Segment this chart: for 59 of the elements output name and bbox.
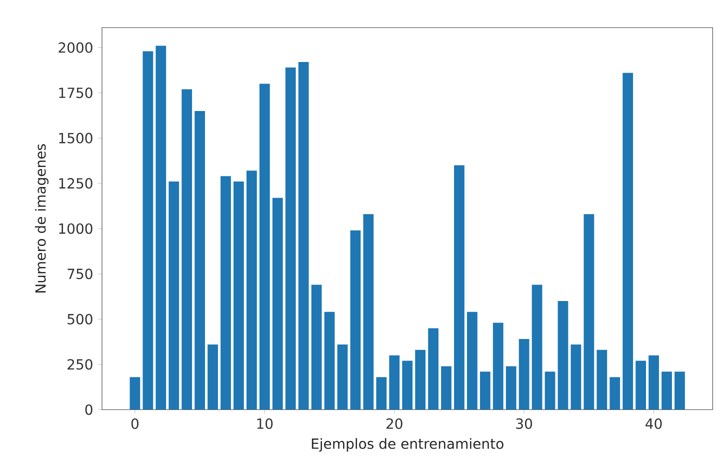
bar (376, 377, 387, 410)
y-tick-label: 500 (68, 314, 92, 325)
y-tick-label: 750 (68, 268, 92, 280)
bar (246, 170, 257, 410)
bar (389, 356, 400, 410)
bar (467, 312, 478, 410)
y-axis-title: Numero de imagenes (34, 144, 49, 293)
bar (311, 284, 322, 410)
y-tick-label: 250 (68, 359, 92, 370)
y-tick-label: 1000 (59, 223, 92, 234)
y-tick-label: 1500 (59, 132, 92, 144)
bar (610, 377, 620, 410)
bar (363, 214, 374, 410)
bar (208, 344, 218, 410)
bar (156, 46, 166, 410)
x-axis-title: Ejemplos de entrenamiento (312, 438, 504, 452)
bar (259, 84, 270, 410)
bar (168, 182, 180, 410)
bar (544, 372, 556, 410)
bar (234, 182, 244, 410)
bar (428, 328, 438, 410)
bar (182, 89, 192, 410)
bar (622, 73, 634, 410)
bar (636, 360, 646, 410)
x-tick-label: 10 (257, 418, 273, 430)
bar (454, 165, 464, 410)
x-tick-label: 30 (516, 418, 532, 430)
bar (570, 344, 582, 410)
bar (272, 198, 283, 410)
x-tick-label: 20 (386, 418, 402, 430)
bar (441, 366, 452, 410)
y-tick-label: 1250 (59, 178, 92, 189)
bar (492, 322, 504, 410)
bar (596, 350, 608, 410)
bar (415, 350, 426, 410)
bar (648, 356, 659, 410)
y-tick-label: 2000 (58, 42, 92, 54)
x-tick-label: 0 (131, 418, 138, 430)
bar (402, 360, 413, 410)
y-tick-label: 1750 (59, 88, 92, 98)
bar (518, 339, 530, 410)
bar (480, 372, 490, 410)
bar (584, 214, 594, 410)
y-tick-label: 0 (85, 404, 92, 416)
bar (142, 51, 154, 410)
x-tick-label: 40 (646, 418, 662, 430)
bar (285, 68, 296, 410)
bar (350, 230, 361, 410)
bar (194, 111, 205, 410)
bar (662, 372, 672, 410)
bar (674, 372, 685, 410)
bar (324, 312, 335, 410)
bar (130, 377, 140, 410)
bar (532, 284, 542, 410)
bar (220, 176, 231, 410)
bar (558, 301, 568, 410)
bar (506, 366, 516, 410)
bar (298, 62, 309, 410)
bar (337, 344, 348, 410)
